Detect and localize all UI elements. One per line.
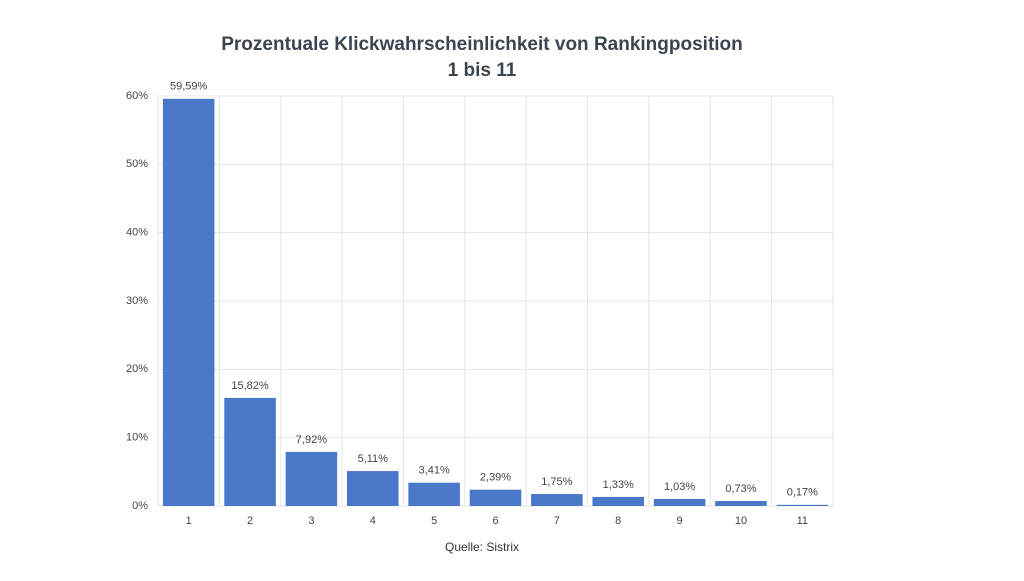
chart-title: Prozentuale Klickwahrscheinlichkeit von … (221, 34, 743, 55)
y-tick-label: 60% (126, 90, 148, 102)
x-tick-label: 4 (370, 515, 376, 527)
bar (715, 501, 767, 506)
x-tick-label: 3 (308, 515, 314, 527)
x-tick-label: 7 (554, 515, 560, 527)
x-tick-label: 10 (735, 515, 747, 527)
x-tick-label: 9 (677, 515, 683, 527)
bar (347, 471, 399, 506)
bar (224, 397, 276, 506)
y-tick-label: 30% (126, 295, 148, 307)
value-label: 59,59% (170, 81, 208, 93)
value-label: 7,92% (296, 434, 327, 446)
bar (285, 451, 338, 506)
y-tick-label: 50% (126, 158, 148, 170)
x-tick-label: 11 (797, 515, 808, 527)
x-tick-label: 2 (247, 515, 253, 527)
bar (469, 489, 522, 506)
chart-title: 1 bis 11 (448, 60, 517, 81)
bar (162, 98, 215, 506)
bar (408, 482, 460, 506)
value-label: 5,11% (358, 453, 389, 465)
y-tick-label: 10% (126, 432, 148, 444)
source-note: Quelle: Sistrix (445, 540, 519, 554)
value-label: 1,33% (603, 479, 634, 491)
x-tick-label: 1 (186, 515, 192, 527)
value-label: 2,39% (480, 472, 511, 484)
value-label: 0,73% (725, 483, 756, 495)
bar (776, 504, 829, 506)
y-tick-label: 0% (132, 500, 148, 512)
y-tick-label: 20% (126, 363, 148, 375)
y-tick-label: 40% (126, 227, 148, 239)
x-tick-label: 6 (492, 515, 498, 527)
x-tick-label: 8 (615, 515, 621, 527)
bar (592, 496, 644, 506)
x-tick-label: 5 (431, 515, 437, 527)
value-label: 0,17% (787, 487, 818, 499)
bar (653, 498, 706, 506)
bar (531, 494, 583, 506)
value-label: 1,75% (541, 476, 572, 488)
value-label: 3,41% (419, 465, 450, 477)
value-label: 15,82% (231, 380, 269, 392)
value-label: 1,03% (664, 481, 695, 493)
